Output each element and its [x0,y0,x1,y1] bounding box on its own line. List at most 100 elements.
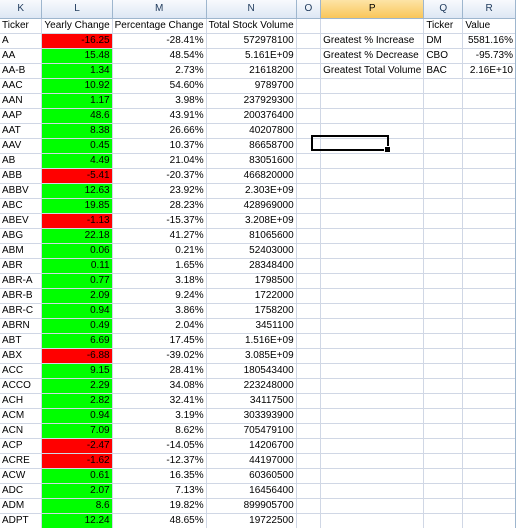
cell-q[interactable] [423,423,464,439]
total-volume-cell[interactable]: 52403000 [206,243,297,259]
percentage-change-cell[interactable]: 26.66% [112,123,207,139]
cell-p[interactable] [320,183,425,199]
total-volume-cell[interactable]: 21618200 [206,63,297,79]
ticker-cell[interactable]: AAV [0,138,43,154]
percentage-change-cell[interactable]: 8.62% [112,423,207,439]
yearly-change-cell[interactable]: 0.94 [41,408,113,424]
cell-p[interactable] [320,453,425,469]
percentage-change-cell[interactable]: 54.60% [112,78,207,94]
cell-q[interactable] [423,468,464,484]
cell-r[interactable] [462,438,516,454]
percentage-change-cell[interactable]: 48.65% [112,513,207,528]
ticker-cell[interactable]: ACRE [0,453,43,469]
ticker-cell[interactable]: ABR [0,258,43,274]
cell-o[interactable] [296,198,322,214]
cell-r[interactable] [462,423,516,439]
ticker-cell[interactable]: ADM [0,498,43,514]
total-volume-cell[interactable]: 9789700 [206,78,297,94]
cell-o[interactable] [296,498,322,514]
percentage-change-cell[interactable]: 16.35% [112,468,207,484]
column-header-n[interactable]: N [206,0,297,19]
cell-p[interactable] [320,393,425,409]
cell-o[interactable] [296,78,322,94]
percentage-change-cell[interactable]: 3.18% [112,273,207,289]
yearly-change-cell[interactable]: -1.62 [41,453,113,469]
column-header-r[interactable]: R [462,0,516,19]
percentage-change-cell[interactable]: 23.92% [112,183,207,199]
percentage-change-cell[interactable]: 32.41% [112,393,207,409]
cell-p[interactable] [320,333,425,349]
cell-o[interactable] [296,513,322,528]
cell-o[interactable] [296,183,322,199]
ticker-cell[interactable]: ABX [0,348,43,364]
total-volume-cell[interactable]: 60360500 [206,468,297,484]
cell-o[interactable] [296,303,322,319]
yearly-change-cell[interactable]: 1.34 [41,63,113,79]
cell-p[interactable] [320,408,425,424]
yearly-change-cell[interactable]: 22.18 [41,228,113,244]
cell-r[interactable] [462,288,516,304]
cell-r[interactable] [462,138,516,154]
cell-q[interactable] [423,168,464,184]
percentage-change-cell[interactable]: 48.54% [112,48,207,64]
total-volume-cell[interactable]: 180543400 [206,363,297,379]
percentage-change-cell[interactable]: -39.02% [112,348,207,364]
cell-p[interactable] [320,288,425,304]
summary-label-cell[interactable]: Greatest Total Volume [320,63,425,79]
header-percentage-change[interactable]: Percentage Change [112,18,207,34]
percentage-change-cell[interactable]: 21.04% [112,153,207,169]
cell-r[interactable] [462,513,516,528]
cell-p[interactable] [320,138,425,154]
cell-q[interactable] [423,378,464,394]
percentage-change-cell[interactable]: 3.98% [112,93,207,109]
total-volume-cell[interactable]: 303393900 [206,408,297,424]
yearly-change-cell[interactable]: -16.25 [41,33,113,49]
summary-value-cell[interactable]: 5581.16% [462,33,516,49]
summary-value-cell[interactable]: 2.16E+10 [462,63,516,79]
header-summary-value[interactable]: Value [462,18,516,34]
yearly-change-cell[interactable]: -6.88 [41,348,113,364]
cell-r[interactable] [462,378,516,394]
cell-r[interactable] [462,153,516,169]
ticker-cell[interactable]: ACCO [0,378,43,394]
yearly-change-cell[interactable]: 12.63 [41,183,113,199]
total-volume-cell[interactable]: 237929300 [206,93,297,109]
yearly-change-cell[interactable]: 10.92 [41,78,113,94]
total-volume-cell[interactable]: 466820000 [206,168,297,184]
ticker-cell[interactable]: ACN [0,423,43,439]
cell-p[interactable] [320,423,425,439]
ticker-cell[interactable]: ABR-B [0,288,43,304]
yearly-change-cell[interactable]: 0.45 [41,138,113,154]
cell-q[interactable] [423,78,464,94]
cell-p[interactable] [320,318,425,334]
cell-p[interactable] [320,168,425,184]
percentage-change-cell[interactable]: -15.37% [112,213,207,229]
total-volume-cell[interactable]: 200376400 [206,108,297,124]
cell-o[interactable] [296,108,322,124]
cell-q[interactable] [423,408,464,424]
percentage-change-cell[interactable]: -14.05% [112,438,207,454]
cell-p[interactable] [320,228,425,244]
cell-r[interactable] [462,498,516,514]
yearly-change-cell[interactable]: 0.06 [41,243,113,259]
total-volume-cell[interactable]: 705479100 [206,423,297,439]
total-volume-cell[interactable]: 40207800 [206,123,297,139]
percentage-change-cell[interactable]: 41.27% [112,228,207,244]
header-ticker[interactable]: Ticker [0,18,43,34]
cell-q[interactable] [423,303,464,319]
cell-o[interactable] [296,33,322,49]
total-volume-cell[interactable]: 428969000 [206,198,297,214]
yearly-change-cell[interactable]: 12.24 [41,513,113,528]
total-volume-cell[interactable]: 2.303E+09 [206,183,297,199]
cell-p[interactable] [320,243,425,259]
yearly-change-cell[interactable]: 48.6 [41,108,113,124]
total-volume-cell[interactable]: 3451100 [206,318,297,334]
yearly-change-cell[interactable]: 2.09 [41,288,113,304]
cell-q[interactable] [423,153,464,169]
ticker-cell[interactable]: A [0,33,43,49]
total-volume-cell[interactable]: 3.208E+09 [206,213,297,229]
ticker-cell[interactable]: ACP [0,438,43,454]
ticker-cell[interactable]: ABC [0,198,43,214]
column-header-p[interactable]: P [320,0,425,19]
cell-r[interactable] [462,108,516,124]
